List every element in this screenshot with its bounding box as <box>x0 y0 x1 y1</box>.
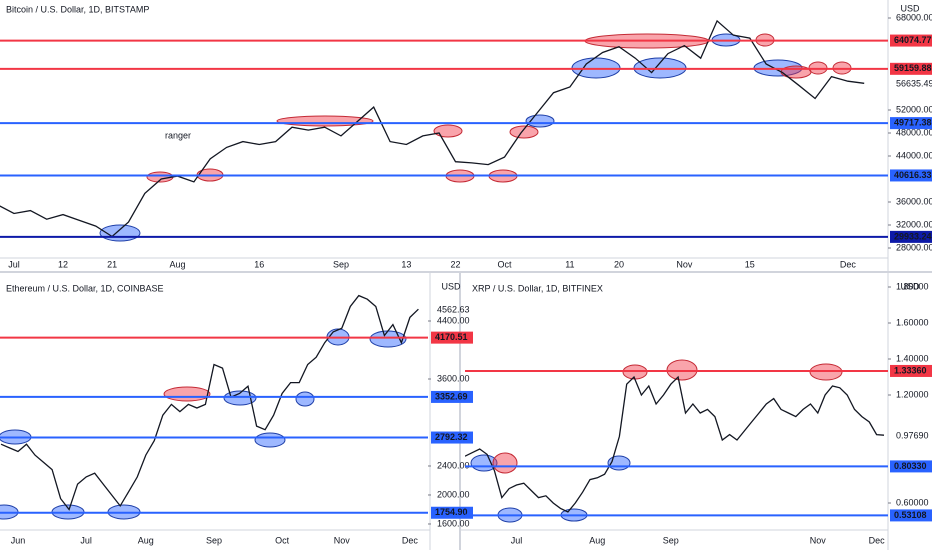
y-tick-label: 32000.00 <box>896 219 932 229</box>
x-tick-label: Aug <box>169 259 185 269</box>
level-tag <box>890 364 932 377</box>
chart-title: Ethereum / U.S. Dollar, 1D, COINBASE <box>6 283 164 293</box>
ellipse <box>223 390 257 406</box>
level-label: 0.53108 <box>894 510 927 520</box>
price-series <box>0 294 419 511</box>
x-tick-label: Nov <box>810 535 827 545</box>
y-tick-label: 1.40000 <box>896 353 929 363</box>
level-tag <box>890 460 932 473</box>
y-tick-label: 44000.00 <box>896 150 932 160</box>
level-label: 3352.69 <box>435 391 468 401</box>
x-tick-label: Dec <box>402 535 419 545</box>
x-tick-label: Oct <box>497 259 512 269</box>
last-price-label: 4562.63 <box>437 305 470 315</box>
ellipse <box>254 432 286 448</box>
y-tick-label: 52000.00 <box>896 104 932 114</box>
y-tick-label: 3600.00 <box>437 373 470 383</box>
y-tick-label: 1.60000 <box>896 317 929 327</box>
currency-label: USD <box>900 3 920 13</box>
x-tick-label: Jul <box>8 259 20 269</box>
x-tick-label: Oct <box>275 535 290 545</box>
level-label: 1.33360 <box>894 365 927 375</box>
level-tag <box>431 431 473 444</box>
level-tag <box>890 509 932 522</box>
y-tick-label: 68000.00 <box>896 12 932 22</box>
level-tag <box>890 117 932 130</box>
level-tag <box>890 230 932 243</box>
level-tag <box>431 331 473 344</box>
x-tick-label: 21 <box>107 259 117 269</box>
price-line <box>465 375 885 513</box>
x-tick-label: 13 <box>401 259 411 269</box>
ellipse <box>509 125 539 139</box>
level-label: 29933.24 <box>894 231 932 241</box>
y-tick-label: 1600.00 <box>437 518 470 528</box>
x-tick-label: Aug <box>138 535 154 545</box>
x-tick-label: Sep <box>333 259 349 269</box>
x-tick-label: Nov <box>676 259 693 269</box>
x-tick-label: Sep <box>206 535 222 545</box>
last-price-label: 56635.49 <box>896 79 932 89</box>
level-tag <box>890 34 932 47</box>
chart-title: XRP / U.S. Dollar, 1D, BITFINEX <box>472 283 603 293</box>
x-tick-label: Dec <box>840 259 857 269</box>
chart-title: Bitcoin / U.S. Dollar, 1D, BITSTAMP <box>6 4 149 14</box>
x-tick-label: Jun <box>11 535 26 545</box>
x-tick-label: 15 <box>745 259 755 269</box>
level-label: 59159.88 <box>894 63 932 73</box>
x-tick-label: Jul <box>511 535 523 545</box>
y-tick-label: 28000.00 <box>896 242 932 252</box>
ellipse <box>163 386 211 402</box>
ellipse <box>809 363 843 381</box>
x-tick-label: 22 <box>450 259 460 269</box>
x-tick-label: Dec <box>869 535 886 545</box>
ellipse <box>369 330 407 348</box>
level-label: 49717.38 <box>894 117 932 127</box>
y-tick-label: 2400.00 <box>437 460 470 470</box>
x-tick-label: Nov <box>334 535 351 545</box>
level-label: 0.80330 <box>894 461 927 471</box>
price-series <box>0 19 865 238</box>
ellipse-annotations <box>0 33 852 523</box>
level-label: 4170.51 <box>435 332 468 342</box>
x-tick-label: 16 <box>254 259 264 269</box>
y-tick-label: 1.80000 <box>896 281 929 291</box>
ellipse <box>622 364 648 380</box>
y-tick-label: 1.20000 <box>896 389 929 399</box>
x-tick-label: 11 <box>565 259 574 269</box>
currency-label: USD <box>441 281 461 291</box>
level-label: 64074.77 <box>894 35 932 45</box>
level-label: 1754.90 <box>435 507 468 517</box>
currency-label: USD <box>900 281 920 291</box>
x-tick-label: 20 <box>614 259 624 269</box>
price-line <box>0 294 419 511</box>
ellipse <box>295 391 315 407</box>
x-tick-label: Jul <box>80 535 92 545</box>
last-price-label: 0.97690 <box>896 431 929 441</box>
x-tick-label: 12 <box>58 259 68 269</box>
y-tick-label: 4400.00 <box>437 315 470 325</box>
y-tick-label: 0.60000 <box>896 497 929 507</box>
price-series <box>465 375 885 513</box>
y-tick-label: 2000.00 <box>437 489 470 499</box>
level-tag <box>890 169 932 182</box>
y-tick-label: 36000.00 <box>896 196 932 206</box>
level-label: 2792.32 <box>435 432 468 442</box>
x-tick-label: Aug <box>589 535 605 545</box>
ellipse <box>492 452 518 474</box>
y-tick-label: 48000.00 <box>896 127 932 137</box>
level-tag <box>431 390 473 403</box>
ellipse <box>780 65 812 79</box>
level-tag <box>431 506 473 519</box>
level-label: 40616.33 <box>894 170 932 180</box>
annotation: ranger <box>165 130 191 140</box>
x-tick-label: Sep <box>663 535 679 545</box>
price-line <box>0 19 865 238</box>
level-tag <box>890 62 932 75</box>
ellipse <box>433 124 463 138</box>
